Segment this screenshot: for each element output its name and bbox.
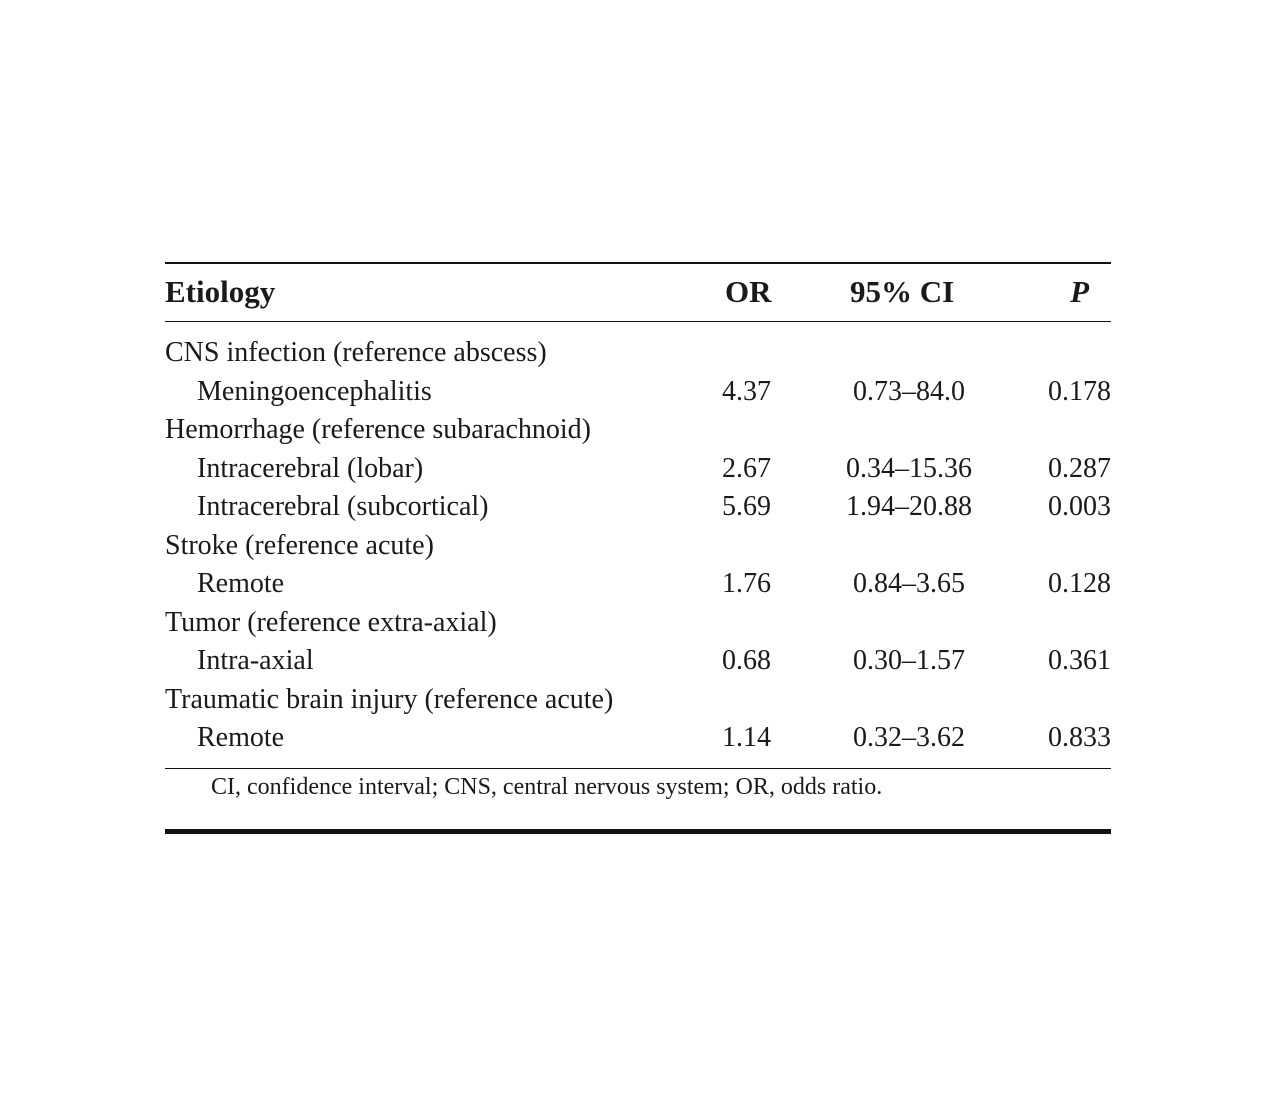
row-label: Remote — [197, 568, 285, 599]
row-ci: 0.34–15.36 — [846, 452, 972, 484]
row-ci: 1.94–20.88 — [846, 491, 972, 522]
table-top-rule — [165, 262, 1111, 264]
row-label: CNS infection (reference abscess) — [165, 337, 547, 368]
table-closing-rule — [165, 828, 1111, 834]
table-group-row: Tumor (reference extra-axial) — [165, 606, 1111, 645]
header-p: P — [1070, 274, 1089, 309]
table-header-row: Etiology OR 95% CI P — [165, 264, 1111, 321]
row-label: Stroke (reference acute) — [165, 529, 434, 561]
row-or: 5.69 — [722, 491, 771, 522]
table-row: Intra-axial 0.68 0.30–1.57 0.361 — [165, 644, 1111, 683]
row-label: Intracerebral (lobar) — [197, 452, 424, 484]
row-label: Hemorrhage (reference subarachnoid) — [165, 414, 591, 445]
footnote-text: CI, confidence interval; CNS, central ne… — [211, 773, 883, 800]
row-or: 1.76 — [722, 568, 771, 599]
table-row: Meningoencephalitis 4.37 0.73–84.0 0.178 — [165, 375, 1111, 414]
row-or: 1.14 — [722, 722, 771, 753]
row-label: Remote — [197, 722, 285, 753]
row-or: 2.67 — [722, 452, 771, 484]
row-ci: 0.32–3.62 — [853, 722, 965, 753]
table-group-row: Traumatic brain injury (reference acute) — [165, 683, 1111, 722]
table-row: Intracerebral (lobar) 2.67 0.34–15.36 0.287 — [165, 452, 1111, 491]
table-header-rule — [165, 321, 1111, 322]
row-p: 0.833 — [1048, 722, 1111, 753]
row-ci: 0.84–3.65 — [853, 568, 965, 599]
header-or: OR — [725, 274, 772, 309]
row-label: Traumatic brain injury (reference acute) — [165, 683, 614, 715]
table-group-row: Hemorrhage (reference subarachnoid) — [165, 413, 1111, 452]
table-group-row: CNS infection (reference abscess) — [165, 336, 1111, 375]
row-p: 0.287 — [1048, 452, 1111, 484]
row-p: 0.178 — [1048, 375, 1111, 407]
row-or: 0.68 — [722, 645, 771, 676]
table-footnote: CI, confidence interval; CNS, central ne… — [165, 769, 1111, 829]
row-ci: 0.30–1.57 — [853, 645, 965, 676]
header-ci: 95% CI — [850, 274, 955, 309]
row-label: Intracerebral (subcortical) — [197, 491, 489, 522]
table-row: Remote 1.14 0.32–3.62 0.833 — [165, 721, 1111, 760]
row-p: 0.128 — [1048, 568, 1111, 599]
table-group-row: Stroke (reference acute) — [165, 529, 1111, 568]
row-label: Intra-axial — [197, 645, 314, 676]
table-row: Remote 1.76 0.84–3.65 0.128 — [165, 567, 1111, 606]
row-ci: 0.73–84.0 — [853, 375, 965, 407]
table-bottom-rule — [165, 767, 1111, 769]
table-body: CNS infection (reference abscess) Meningo… — [165, 322, 1111, 768]
row-or: 4.37 — [722, 375, 771, 407]
row-label: Meningoencephalitis — [197, 375, 432, 407]
row-p: 0.003 — [1048, 491, 1111, 522]
header-etiology: Etiology — [165, 274, 276, 309]
odds-ratio-table: Etiology OR 95% CI P CNS infection (refe… — [165, 262, 1111, 834]
row-label: Tumor (reference extra-axial) — [165, 606, 497, 638]
row-p: 0.361 — [1048, 645, 1111, 676]
table-row: Intracerebral (subcortical) 5.69 1.94–20.8… — [165, 490, 1111, 529]
